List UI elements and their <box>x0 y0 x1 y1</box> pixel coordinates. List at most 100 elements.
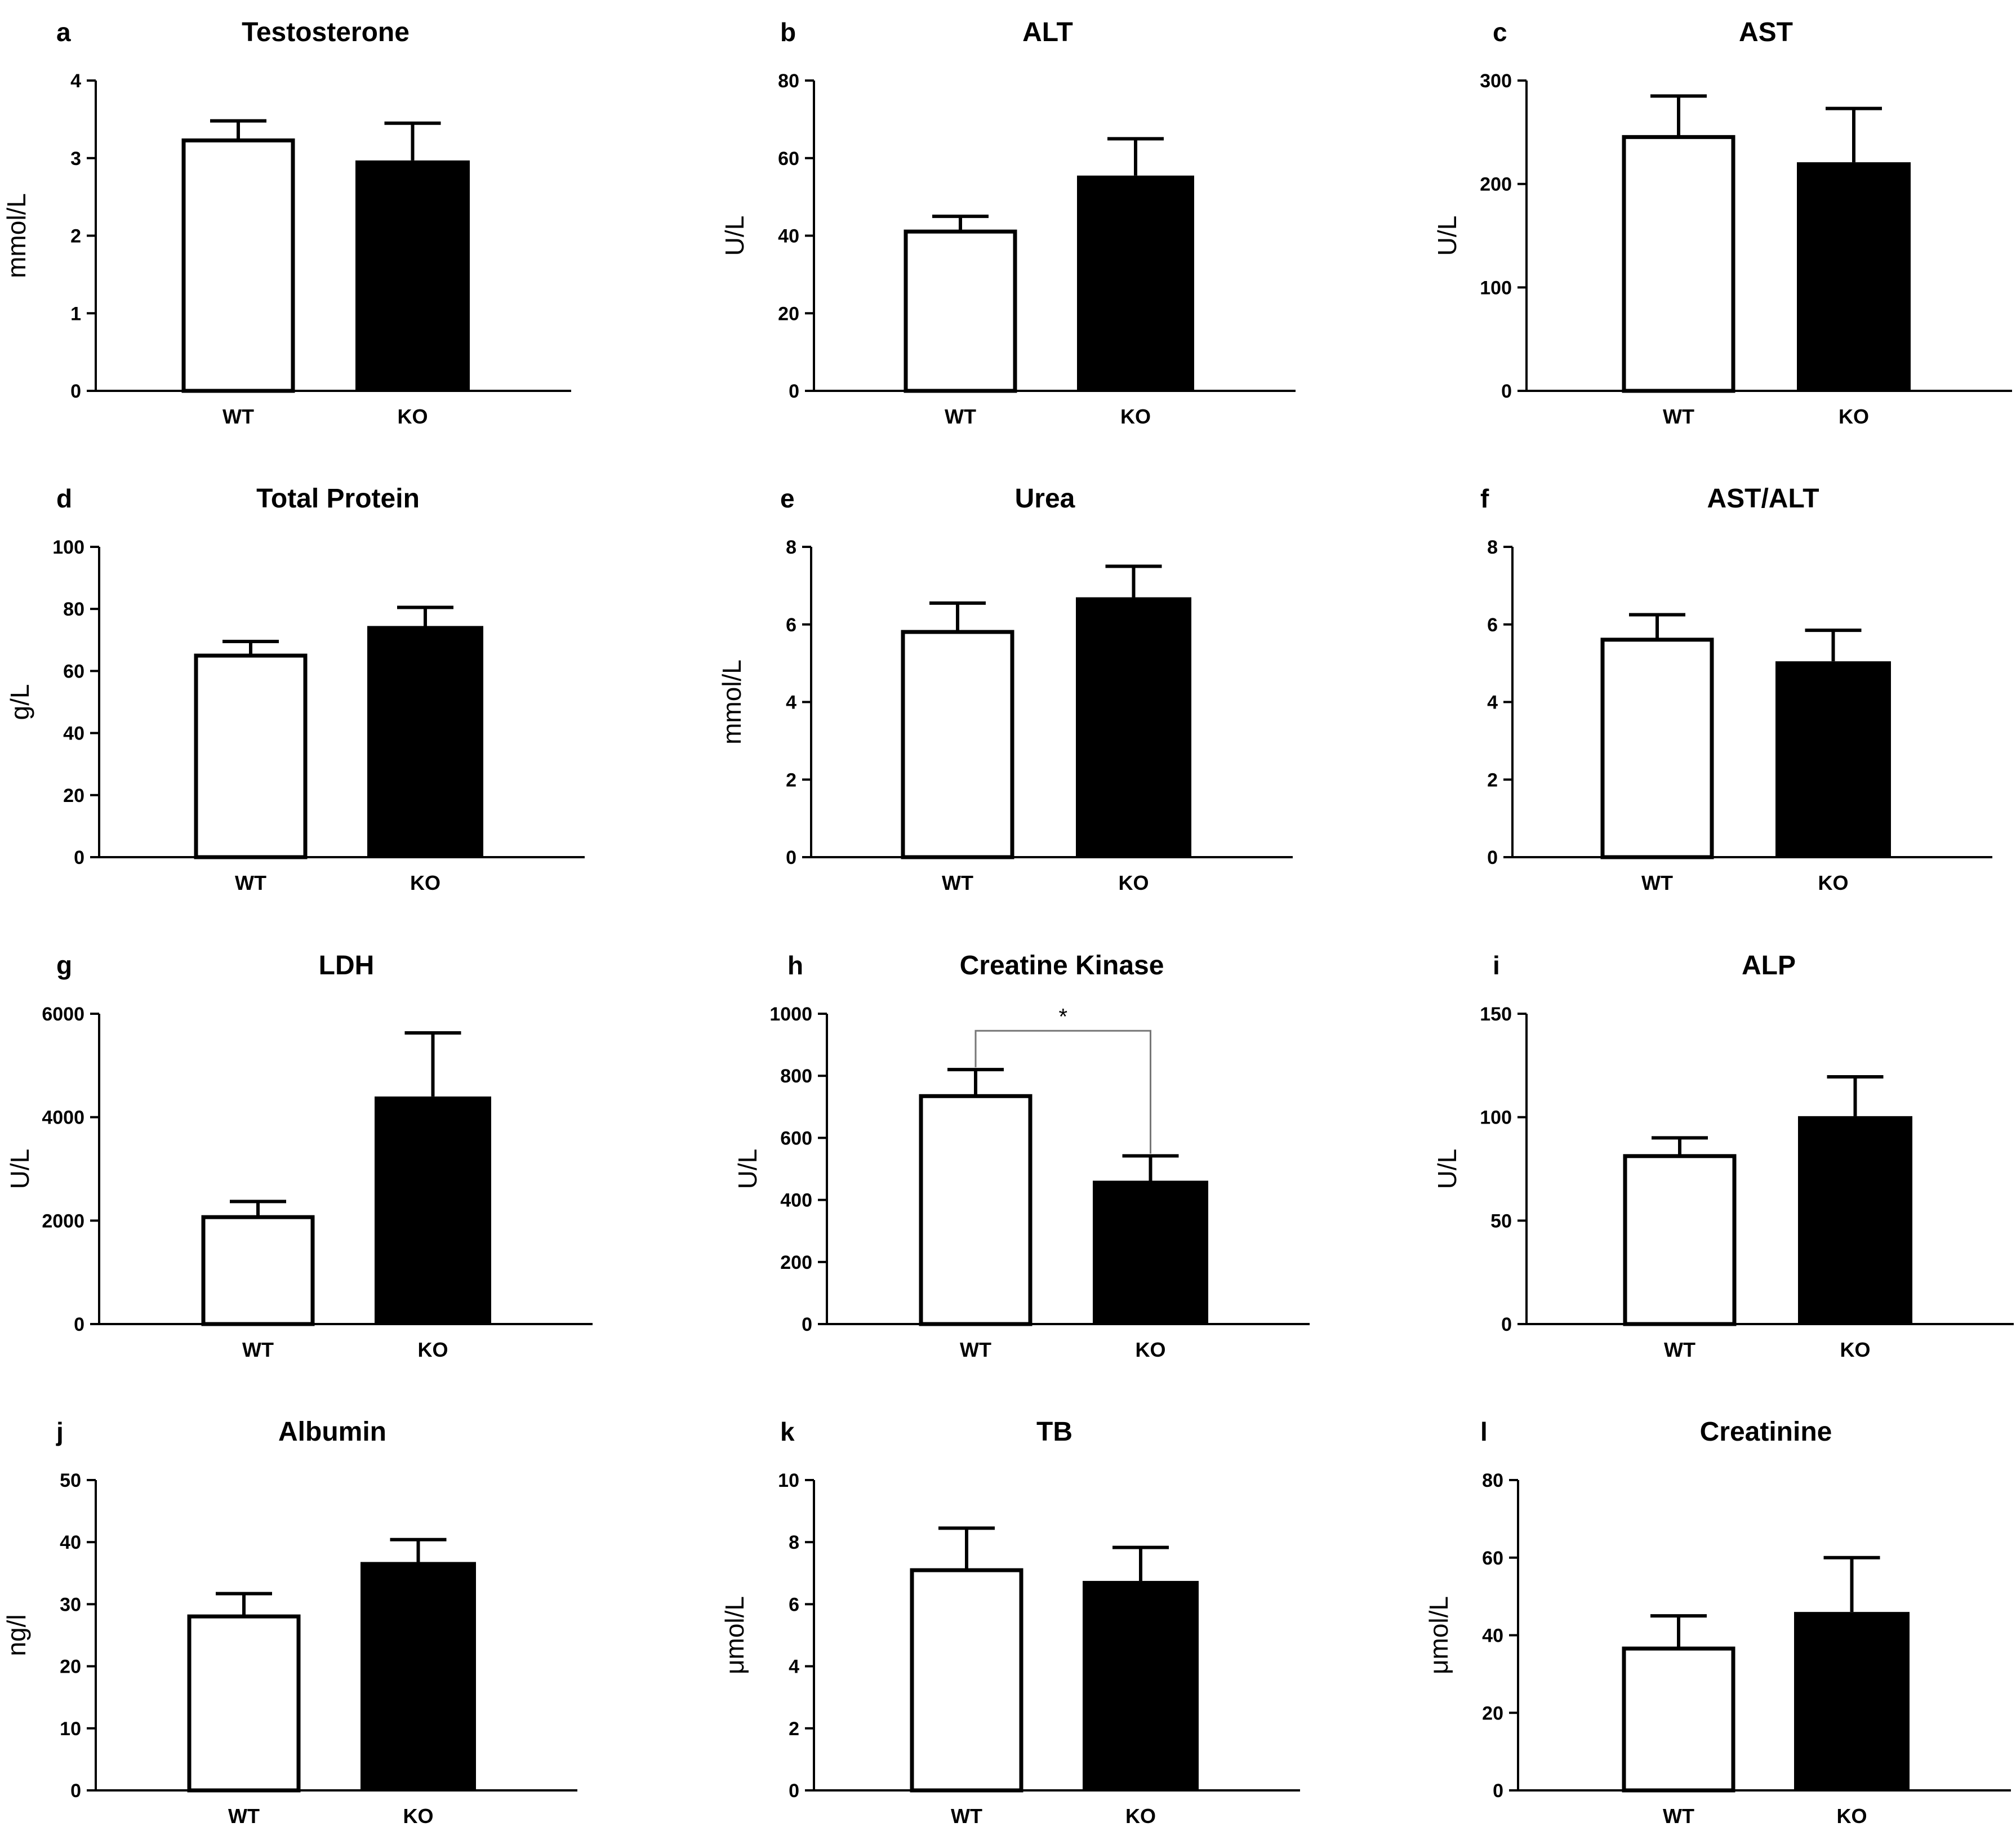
y-tick-label: 80 <box>1482 1470 1503 1491</box>
y-tick-label: 8 <box>786 537 796 558</box>
bar-ko <box>361 1562 476 1790</box>
y-tick-label: 4 <box>789 1656 799 1678</box>
y-tick-label: 8 <box>789 1532 799 1553</box>
chart-panel-i: i ALP U/L 0 50 100 150 WT KO <box>1432 951 2014 1361</box>
y-tick-label: 0 <box>789 1780 799 1802</box>
y-axis-label: μmol/L <box>720 1596 749 1674</box>
category-label: KO <box>403 1804 434 1828</box>
y-tick-label: 600 <box>780 1128 812 1149</box>
y-tick-label: 40 <box>778 226 799 247</box>
significance-bracket <box>974 1030 1151 1154</box>
y-axis-label: U/L <box>733 1149 762 1189</box>
category-label: KO <box>1119 871 1149 894</box>
y-tick-label: 2 <box>786 769 796 791</box>
y-tick-label: 1000 <box>769 1004 812 1025</box>
bar-wt <box>201 1215 315 1326</box>
y-axis-label: mmol/L <box>2 193 31 278</box>
y-tick-label: 150 <box>1480 1004 1512 1025</box>
chart-title: Urea <box>1015 484 1075 514</box>
category-label: WT <box>1663 405 1694 428</box>
bar-wt <box>181 138 295 393</box>
chart-title: ALT <box>1022 17 1073 47</box>
y-tick-label: 50 <box>1490 1210 1512 1232</box>
panel-letter: e <box>780 484 795 513</box>
y-tick-label: 100 <box>1480 277 1512 298</box>
category-label: WT <box>235 871 266 894</box>
y-tick-label: 40 <box>60 1532 81 1553</box>
category-label: KO <box>1818 871 1849 894</box>
y-tick-label: 40 <box>63 723 84 745</box>
panel-letter: i <box>1493 951 1500 980</box>
chart-panel-f: f AST/ALT 0 2 4 6 8 WT KO <box>1480 484 1992 894</box>
category-label: WT <box>942 871 973 894</box>
panel-letter: a <box>56 17 71 47</box>
chart-panel-c: c AST U/L 0 100 200 300 WT KO <box>1432 17 2012 428</box>
significance-marker: * <box>1058 1004 1067 1029</box>
chart-panel-j: j Albumin ng/l 0 10 20 30 40 50 WT KO <box>2 1417 577 1828</box>
category-label: KO <box>1840 1338 1871 1361</box>
bar-wt <box>1622 135 1735 393</box>
y-tick-label: 60 <box>63 661 84 682</box>
category-label: KO <box>1125 1804 1156 1828</box>
bar-ko <box>1076 597 1191 857</box>
y-tick-label: 2000 <box>42 1210 84 1232</box>
chart-panel-e: e Urea mmol/L 0 2 4 6 8 WT KO <box>717 484 1293 894</box>
bar-ko <box>1794 1612 1910 1790</box>
y-tick-label: 10 <box>60 1718 81 1740</box>
y-tick-label: 60 <box>1482 1548 1503 1569</box>
y-tick-label: 0 <box>74 1314 84 1335</box>
y-tick-label: 3 <box>70 148 81 170</box>
y-tick-label: 2 <box>1487 769 1498 791</box>
y-tick-label: 100 <box>52 537 84 558</box>
panel-letter: c <box>1493 17 1507 47</box>
chart-panel-b: b ALT U/L 0 20 40 60 80 WT KO <box>720 17 1296 428</box>
bar-wt <box>1622 1646 1735 1793</box>
category-label: WT <box>222 405 254 428</box>
y-tick-label: 0 <box>70 381 81 402</box>
chart-panel-d: d Total Protein g/L 0 20 40 60 80 100 WT KO <box>5 484 585 894</box>
y-tick-label: 80 <box>778 70 799 92</box>
category-label: KO <box>418 1338 448 1361</box>
y-tick-label: 200 <box>780 1252 812 1273</box>
y-tick-label: 20 <box>60 1656 81 1678</box>
y-tick-label: 2 <box>70 226 81 247</box>
y-axis-label: g/L <box>5 684 34 720</box>
y-tick-label: 300 <box>1480 70 1512 92</box>
y-axis-label: U/L <box>720 216 749 256</box>
panel-letter: k <box>780 1417 795 1446</box>
y-tick-label: 0 <box>74 847 84 868</box>
y-tick-label: 0 <box>70 1780 81 1802</box>
chart-panel-g: g LDH U/L 0 2000 4000 6000 WT KO <box>5 951 593 1361</box>
chart-title: Creatine Kinase <box>960 951 1164 981</box>
y-tick-label: 20 <box>778 303 799 324</box>
bar-ko <box>1093 1180 1208 1324</box>
y-tick-label: 800 <box>780 1066 812 1087</box>
y-tick-label: 4000 <box>42 1107 84 1129</box>
y-tick-label: 2 <box>789 1718 799 1740</box>
y-tick-label: 6 <box>789 1594 799 1615</box>
y-tick-label: 4 <box>70 70 81 92</box>
bar-ko <box>375 1096 491 1324</box>
y-axis-label: mmol/L <box>717 659 746 745</box>
category-label: WT <box>1641 871 1673 894</box>
bar-ko <box>367 626 483 857</box>
bar-ko <box>1077 175 1194 391</box>
chart-panel-a: a Testosterone mmol/L 0 1 2 3 4 WT KO <box>2 17 571 428</box>
y-tick-label: 20 <box>1482 1703 1503 1724</box>
y-tick-label: 30 <box>60 1594 81 1615</box>
bar-ko <box>1083 1581 1199 1790</box>
bar-ko <box>355 160 470 391</box>
y-tick-label: 400 <box>780 1190 812 1211</box>
y-tick-label: 60 <box>778 148 799 170</box>
panel-letter: d <box>56 484 72 513</box>
category-label: KO <box>1120 405 1151 428</box>
panel-letter: g <box>56 951 72 980</box>
chart-title: Albumin <box>278 1417 386 1447</box>
y-axis-label: U/L <box>1432 1149 1462 1189</box>
category-label: WT <box>960 1338 991 1361</box>
y-tick-label: 200 <box>1480 174 1512 195</box>
y-tick-label: 0 <box>802 1314 812 1335</box>
panel-letter: j <box>56 1417 64 1446</box>
y-axis-label: μmol/L <box>1424 1596 1453 1674</box>
y-tick-label: 6 <box>1487 614 1498 636</box>
